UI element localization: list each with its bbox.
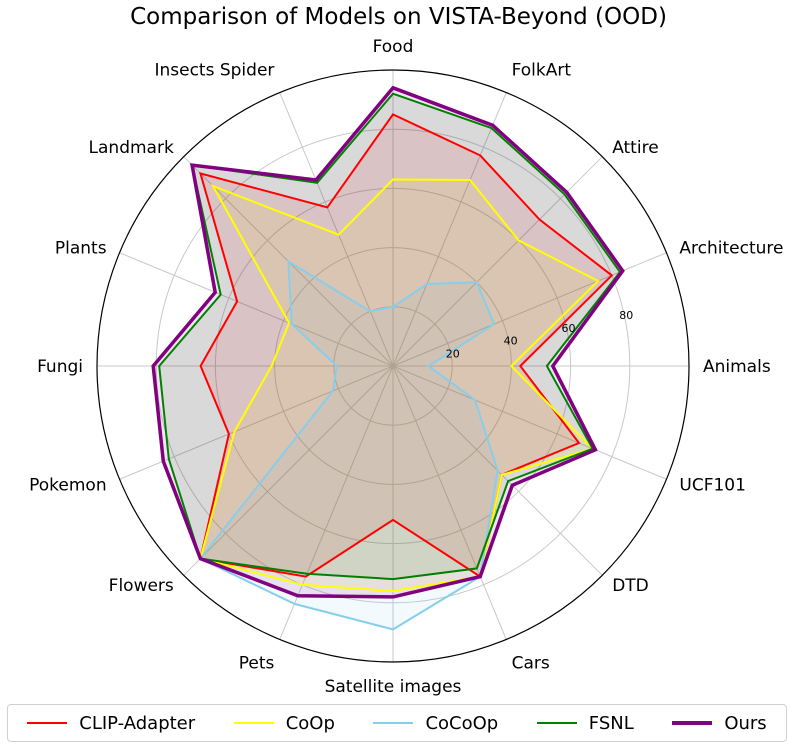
radial-tick-20: 20 [446, 347, 460, 360]
category-label-fungi: Fungi [37, 357, 83, 377]
legend-item-cocoop: CoCoOp [373, 713, 498, 734]
category-label-animals: Animals [703, 357, 771, 377]
series-fill-fsnl [159, 93, 620, 580]
chart-title: Comparison of Models on VISTA-Beyond (OO… [130, 4, 667, 30]
category-label-insects-spider: Insects Spider [154, 61, 274, 81]
legend-swatch-coop [233, 722, 274, 724]
category-label-cars: Cars [512, 653, 550, 673]
legend-item-coop: CoOp [233, 712, 335, 734]
series-lines [151, 85, 625, 631]
legend-label-fsnl: FSNL [588, 712, 634, 734]
category-label-pets: Pets [239, 653, 275, 673]
category-labels: Food FolkArt Attire Architecture Animals UCF1… [29, 37, 783, 697]
series-fill-ours [153, 87, 623, 597]
series-line-ours [151, 85, 625, 599]
series-fill-cocoop [200, 261, 498, 630]
category-label-folkart: FolkArt [512, 61, 572, 81]
spoke-plants [119, 252, 394, 367]
spoke-pokemon [119, 365, 394, 480]
legend-swatch-cocoop [373, 722, 414, 724]
category-label-dtd: DTD [612, 576, 649, 596]
series-line-coop [199, 178, 600, 593]
radial-tick-60: 60 [562, 322, 576, 335]
category-label-landmark: Landmark [89, 138, 174, 158]
category-label-flowers: Flowers [109, 576, 174, 596]
legend-swatch-fsnl [536, 722, 577, 724]
spoke-ucf101 [392, 365, 667, 480]
spoke-pets [279, 365, 394, 640]
legend-swatch-ours [672, 721, 713, 725]
spoke-insects-spider [279, 92, 394, 367]
legend-label-cocoop: CoCoOp [425, 712, 499, 734]
series-line-clip-adapter [198, 113, 614, 579]
category-label-plants: Plants [55, 238, 107, 258]
legend-item-ours: Ours [672, 712, 767, 734]
spoke-cars [392, 365, 507, 640]
category-label-pokemon: Pokemon [29, 476, 106, 496]
legend: CLIP-Adapter CoOp CoCoOp FSNL Ours [7, 704, 787, 742]
series-line-cocoop [198, 259, 499, 631]
category-label-attire: Attire [612, 138, 658, 158]
category-label-ucf101: UCF101 [679, 476, 746, 496]
category-label-satellite-images: Satellite images [325, 677, 462, 697]
radial-tick-40: 40 [504, 335, 518, 348]
legend-label-clip-adapter: CLIP-Adapter [79, 712, 196, 734]
legend-label-coop: CoOp [285, 712, 335, 734]
legend-swatch-clip-adapter [27, 722, 68, 724]
outer-frame [96, 69, 690, 663]
radial-tick-labels: 20 40 60 80 [446, 309, 634, 360]
spoke-folkart [392, 92, 507, 367]
radial-tick-80: 80 [619, 309, 633, 322]
legend-label-ours: Ours [724, 712, 767, 734]
spoke-flowers [183, 365, 394, 576]
radar-chart: Food FolkArt Attire Architecture Animals UCF1… [29, 37, 783, 697]
legend-item-fsnl: FSNL [536, 712, 634, 734]
category-label-food: Food [373, 37, 414, 57]
category-label-architecture: Architecture [679, 238, 783, 258]
legend-item-clip-adapter: CLIP-Adapter [27, 713, 195, 734]
series-line-fsnl [158, 92, 622, 581]
